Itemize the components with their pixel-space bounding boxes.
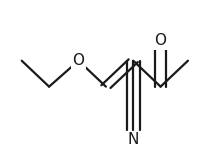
Text: N: N: [128, 132, 139, 147]
Text: O: O: [73, 53, 84, 68]
Text: O: O: [155, 33, 167, 48]
